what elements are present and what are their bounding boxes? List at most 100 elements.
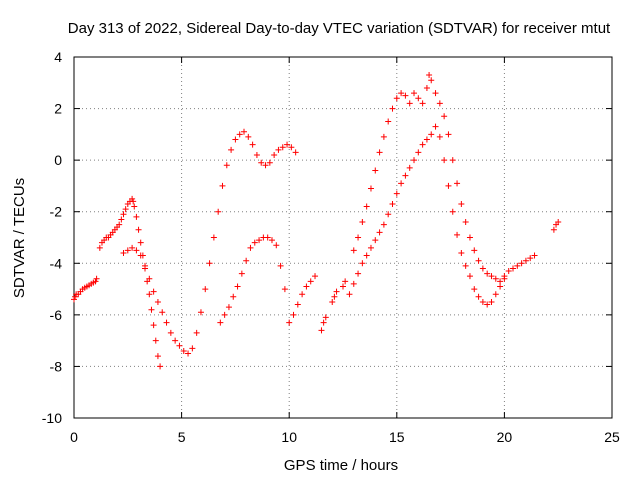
data-point — [312, 273, 319, 280]
data-point — [223, 162, 230, 169]
y-tick-label: 0 — [54, 152, 62, 168]
data-point — [350, 247, 357, 254]
data-point — [284, 141, 291, 148]
data-point — [522, 257, 529, 264]
grid-layer — [74, 57, 612, 418]
data-point — [236, 131, 243, 138]
data-point — [137, 252, 144, 259]
data-point — [225, 304, 232, 311]
data-point — [148, 306, 155, 313]
data-point — [286, 319, 293, 326]
data-point — [406, 164, 413, 171]
data-point — [307, 278, 314, 285]
data-point — [367, 244, 374, 251]
data-point — [398, 90, 405, 97]
data-point — [232, 136, 239, 143]
data-point — [471, 247, 478, 254]
data-points-layer — [71, 72, 562, 370]
data-point — [167, 329, 174, 336]
data-point — [245, 133, 252, 140]
data-point — [398, 180, 405, 187]
data-point — [402, 92, 409, 99]
data-point — [462, 219, 469, 226]
data-point — [294, 301, 301, 308]
data-point — [234, 283, 241, 290]
data-point — [129, 195, 136, 202]
data-point — [146, 291, 153, 298]
data-point — [342, 278, 349, 285]
data-point — [210, 234, 217, 241]
data-point — [273, 242, 280, 249]
data-point — [445, 131, 452, 138]
data-point — [241, 128, 248, 135]
data-point — [124, 247, 131, 254]
data-point — [479, 265, 486, 272]
data-point — [363, 252, 370, 259]
data-point — [277, 262, 284, 269]
data-point — [484, 301, 491, 308]
data-point — [206, 260, 213, 267]
data-point — [320, 319, 327, 326]
data-point — [466, 273, 473, 280]
data-point — [492, 291, 499, 298]
data-point — [415, 95, 422, 102]
data-point — [264, 234, 271, 241]
data-point — [449, 157, 456, 164]
data-point — [454, 180, 461, 187]
data-point — [346, 291, 353, 298]
data-point — [292, 149, 299, 156]
data-point — [479, 298, 486, 305]
data-point — [488, 298, 495, 305]
data-point — [436, 133, 443, 140]
data-point — [193, 329, 200, 336]
data-point — [466, 234, 473, 241]
x-tick-label: 15 — [389, 429, 405, 445]
data-point — [350, 280, 357, 287]
data-point — [202, 286, 209, 293]
data-point — [157, 363, 164, 370]
data-point — [510, 265, 517, 272]
data-point — [393, 95, 400, 102]
data-point — [262, 162, 269, 169]
data-point — [279, 144, 286, 151]
data-point — [471, 286, 478, 293]
data-point — [555, 219, 562, 226]
data-point — [518, 260, 525, 267]
x-tick-label: 20 — [497, 429, 513, 445]
satellite-arc-1 — [71, 275, 100, 303]
satellite-arc-3 — [120, 128, 299, 357]
data-point — [372, 167, 379, 174]
data-point — [247, 244, 254, 251]
data-point — [92, 278, 99, 285]
y-tick-label: -6 — [50, 307, 63, 323]
data-point — [385, 211, 392, 218]
data-point — [527, 255, 534, 262]
satellite-arc-4 — [217, 234, 319, 326]
data-point — [238, 270, 245, 277]
chart-title: Day 313 of 2022, Sidereal Day-to-day VTE… — [68, 20, 611, 37]
data-point — [376, 229, 383, 236]
y-tick-label: -2 — [50, 204, 63, 220]
x-tick-label: 10 — [281, 429, 297, 445]
data-point — [497, 283, 504, 290]
data-point — [96, 244, 103, 251]
data-point — [163, 319, 170, 326]
data-point — [423, 84, 430, 91]
data-point — [135, 226, 142, 233]
data-point — [266, 159, 273, 166]
data-point — [428, 77, 435, 84]
data-point — [142, 262, 149, 269]
data-point — [137, 239, 144, 246]
data-point — [454, 231, 461, 238]
data-point — [197, 309, 204, 316]
data-point — [120, 249, 127, 256]
data-point — [249, 141, 256, 148]
data-point — [288, 144, 295, 151]
data-point — [299, 291, 306, 298]
data-point — [462, 262, 469, 269]
data-point — [230, 293, 237, 300]
data-point — [415, 149, 422, 156]
data-point — [389, 200, 396, 207]
data-point — [72, 293, 79, 300]
